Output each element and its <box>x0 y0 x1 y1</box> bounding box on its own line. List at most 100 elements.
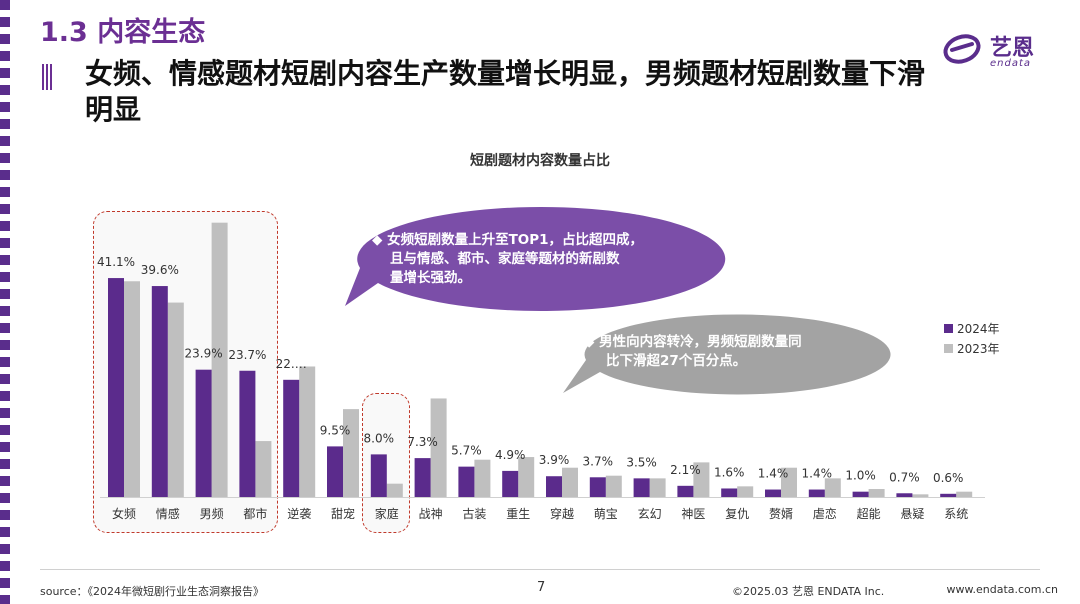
data-label-12: 3.7% <box>583 454 614 468</box>
category-label-10: 重生 <box>506 507 530 521</box>
bar-2024-11 <box>546 476 562 497</box>
category-label-13: 玄幻 <box>638 506 662 521</box>
callout-male-text: ◆ 男性向内容转冷，男频短剧数量同 比下滑超27个百分点。 <box>584 333 864 371</box>
bar-2023-20 <box>956 491 973 497</box>
bar-2023-12 <box>605 475 622 497</box>
bar-2023-8 <box>430 398 447 497</box>
bar-2024-16 <box>765 489 781 497</box>
bar-2024-13 <box>633 478 650 497</box>
bar-2023-4 <box>255 441 272 497</box>
legend-swatch-2024 <box>944 323 953 333</box>
data-label-17: 1.4% <box>802 467 833 481</box>
logo-chinese-text: 艺恩 <box>990 36 1035 61</box>
chart-title: 短剧题材内容数量占比 <box>470 153 610 169</box>
category-label-5: 逆袭 <box>287 506 311 521</box>
footer-source: source：《2024年微短剧行业生态洞察报告》 <box>40 585 265 598</box>
data-label-9: 5.7% <box>451 444 482 458</box>
bar-2023-3 <box>211 222 228 498</box>
bar-2024-18 <box>852 491 869 497</box>
data-label-18: 1.0% <box>845 469 876 483</box>
bar-2023-6 <box>343 409 359 497</box>
bar-2023-9 <box>474 459 491 497</box>
bar-2023-10 <box>518 457 535 497</box>
data-label-5: 22.… <box>276 357 307 371</box>
section-label: 1.3 内容生态 <box>40 17 206 48</box>
data-label-4: 23.7% <box>228 348 266 362</box>
bar-2023-19 <box>912 494 929 497</box>
data-label-3: 23.9% <box>185 347 223 361</box>
category-label-4: 都市 <box>243 506 267 521</box>
category-label-15: 复仇 <box>725 507 749 521</box>
callout-female-text: ◆ 女频短剧数量上升至TOP1，占比超四成， 且与情感、都市、家庭等题材的新剧数… <box>372 231 712 288</box>
category-label-8: 战神 <box>419 507 443 521</box>
bar-2024-9 <box>458 466 475 497</box>
category-label-3: 男频 <box>200 507 224 521</box>
data-label-1: 41.1% <box>97 255 135 269</box>
category-label-2: 情感 <box>156 506 180 521</box>
bar-2024-6 <box>327 446 343 497</box>
data-label-6: 9.5% <box>320 423 351 437</box>
bar-2024-2 <box>151 286 168 497</box>
headline: 女频、情感题材短剧内容生产数量增长明显，男频题材短剧数量下滑明显 <box>85 57 926 126</box>
bar-2024-1 <box>108 278 124 497</box>
bar-2024-19 <box>896 493 913 497</box>
category-label-17: 虐恋 <box>813 506 837 521</box>
bar-2024-7 <box>370 454 387 497</box>
category-label-12: 萌宝 <box>594 507 618 521</box>
bar-2024-14 <box>677 485 694 497</box>
bar-2024-20 <box>940 493 957 497</box>
footer-page-number: 7 <box>537 580 546 595</box>
bar-2024-4 <box>239 370 256 497</box>
bar-2024-5 <box>283 379 300 497</box>
data-label-13: 3.5% <box>626 455 657 469</box>
bar-2024-17 <box>808 489 825 497</box>
footer-divider <box>40 569 1040 570</box>
bar-2023-1 <box>124 281 140 497</box>
chart-legend: 2024年 2023年 <box>944 318 1000 358</box>
bar-2023-13 <box>649 478 666 497</box>
bar-2024-15 <box>721 488 738 497</box>
bar-2023-15 <box>737 486 754 497</box>
callout-female-line-1: ◆ 女频短剧数量上升至TOP1，占比超四成， <box>372 232 644 248</box>
callout-female-line-3: 量增长强劲。 <box>390 270 471 286</box>
bar-2023-2 <box>167 302 184 497</box>
bar-2024-10 <box>502 470 519 497</box>
left-decorative-strip <box>0 0 10 604</box>
callout-male-line-1: ◆ 男性向内容转冷，男频短剧数量同 <box>584 334 802 350</box>
data-label-19: 0.7% <box>889 470 920 484</box>
footer-website: www.endata.com.cn <box>946 583 1059 596</box>
data-label-11: 3.9% <box>539 453 570 467</box>
bar-2024-3 <box>195 369 212 497</box>
bar-2024-12 <box>589 477 606 497</box>
highlight-box-female-group <box>93 211 278 533</box>
category-label-9: 古装 <box>462 506 486 521</box>
bar-2023-16 <box>781 467 797 497</box>
data-label-7: 8.0% <box>364 431 395 445</box>
endata-logo: 艺恩 endata <box>942 30 1062 76</box>
data-label-2: 39.6% <box>141 263 179 277</box>
data-label-15: 1.6% <box>714 465 745 479</box>
bar-2023-5 <box>299 366 316 497</box>
category-label-11: 穿越 <box>550 506 574 521</box>
legend-swatch-2023 <box>944 343 953 353</box>
legend-label-2023: 2023年 <box>957 341 1000 356</box>
category-label-14: 神医 <box>681 507 705 521</box>
legend-item-2024: 2024年 <box>944 318 1000 338</box>
data-label-14: 2.1% <box>670 463 701 477</box>
callout-female-line-2: 且与情感、都市、家庭等题材的新剧数 <box>390 251 620 267</box>
data-label-8: 7.3% <box>407 435 438 449</box>
bar-2024-8 <box>414 458 431 497</box>
bar-2023-11 <box>562 467 578 497</box>
data-label-10: 4.9% <box>495 448 526 462</box>
data-label-16: 1.4% <box>758 467 789 481</box>
bar-2023-18 <box>868 489 885 497</box>
legend-label-2024: 2024年 <box>957 321 1000 336</box>
category-label-20: 系统 <box>944 507 968 521</box>
category-label-19: 悬疑 <box>900 506 924 521</box>
category-label-16: 赘婿 <box>769 506 793 521</box>
callout-male-line-2: 比下滑超27个百分点。 <box>606 353 747 369</box>
category-label-1: 女频 <box>112 506 136 521</box>
highlight-box-family <box>362 393 410 533</box>
